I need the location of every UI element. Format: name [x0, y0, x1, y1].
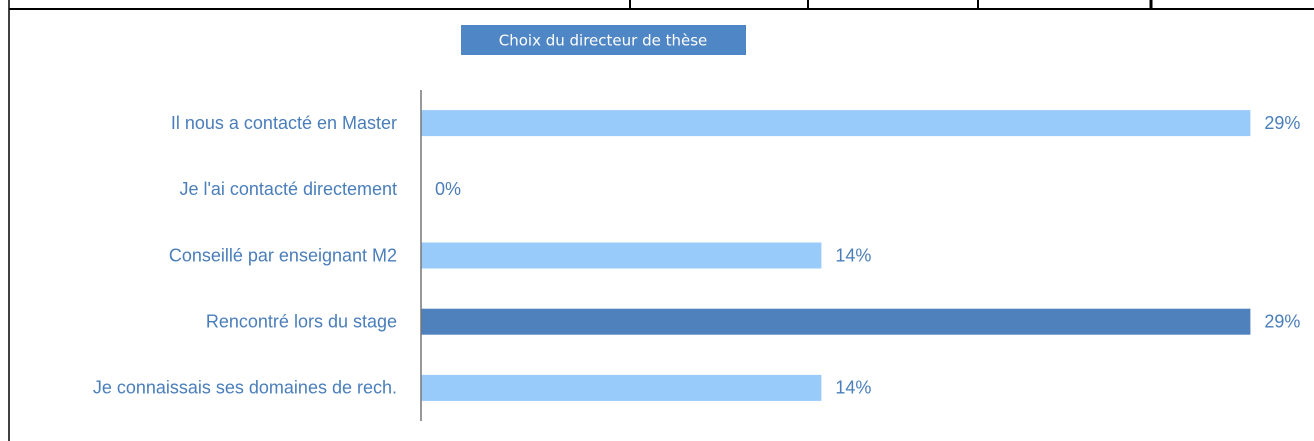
category-label: Je l'ai contacté directement — [179, 179, 397, 199]
table-fragment — [8, 0, 1314, 441]
bar — [421, 308, 1251, 335]
category-label: Il nous a contacté en Master — [171, 113, 397, 133]
bar — [421, 242, 822, 269]
category-label: Rencontré lors du stage — [206, 311, 397, 331]
category-label: Conseillé par enseignant M2 — [169, 245, 397, 265]
value-label: 14% — [835, 378, 871, 398]
value-label: 0% — [435, 179, 461, 199]
value-label: 14% — [835, 245, 871, 265]
bar — [421, 110, 1251, 137]
value-label: 29% — [1264, 311, 1300, 331]
chart-title: Choix du directeur de thèse — [499, 32, 708, 50]
bar — [421, 374, 822, 401]
value-label: 29% — [1264, 113, 1300, 133]
title-box — [461, 25, 746, 55]
category-label: Je connaissais ses domaines de rech. — [93, 378, 397, 398]
